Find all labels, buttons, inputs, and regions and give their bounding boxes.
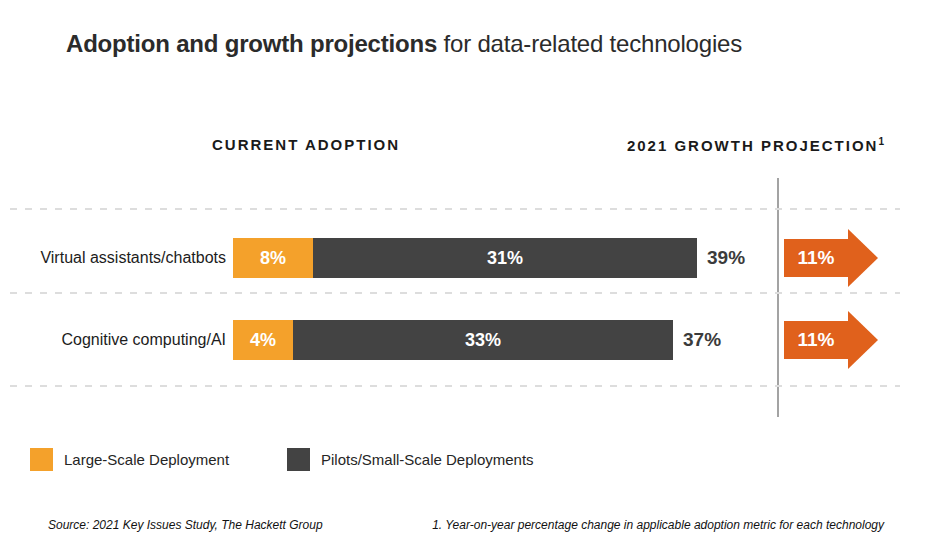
header-growth-projection-text: 2021 GROWTH PROJECTION [627,137,879,154]
legend-swatch-orange [30,448,53,471]
legend-label: Large-Scale Deployment [64,451,229,468]
chart-row-cognitive-computing: Cognitive computing/AI 4% 33% 37% 11% [0,320,926,360]
page-title-bold: Adoption and growth projections [66,30,437,57]
row-label: Cognitive computing/AI [0,320,226,360]
legend-item-large-scale: Large-Scale Deployment [30,448,229,471]
growth-arrow: 11% [784,229,878,287]
growth-arrow-value: 11% [784,321,848,359]
bar-segment-large-scale: 8% [233,238,313,278]
bar-total-value: 39% [707,238,745,278]
page-title-regular: for data-related technologies [437,30,742,57]
stacked-bar: 8% 31% [233,238,697,278]
page-title: Adoption and growth projections for data… [66,30,742,58]
header-growth-projection: 2021 GROWTH PROJECTION1 [627,136,884,154]
row-separator-bottom [10,385,900,387]
legend-swatch-dark [287,448,310,471]
row-separator-middle [10,292,900,294]
column-divider-line [777,178,779,417]
bar-segment-large-scale: 4% [233,320,293,360]
growth-arrow-value: 11% [784,239,848,277]
legend-label: Pilots/Small-Scale Deployments [321,451,534,468]
growth-arrow: 11% [784,311,878,369]
stacked-bar: 4% 33% [233,320,673,360]
footnote-text: 1. Year-on-year percentage change in app… [432,518,884,532]
bar-segment-pilots: 33% [293,320,673,360]
growth-arrow-head-icon [848,311,878,369]
row-label: Virtual assistants/chatbots [0,238,226,278]
bar-segment-pilots: 31% [313,238,697,278]
footnote-mark: 1 [878,136,884,147]
bar-total-value: 37% [683,320,721,360]
legend-item-pilots: Pilots/Small-Scale Deployments [287,448,534,471]
row-separator-top [10,208,900,210]
header-current-adoption: CURRENT ADOPTION [212,136,400,153]
legend: Large-Scale Deployment Pilots/Small-Scal… [0,448,926,471]
growth-arrow-head-icon [848,229,878,287]
chart-row-virtual-assistants: Virtual assistants/chatbots 8% 31% 39% 1… [0,238,926,278]
source-text: Source: 2021 Key Issues Study, The Hacke… [48,518,323,532]
infographic-canvas: Adoption and growth projections for data… [0,0,926,557]
